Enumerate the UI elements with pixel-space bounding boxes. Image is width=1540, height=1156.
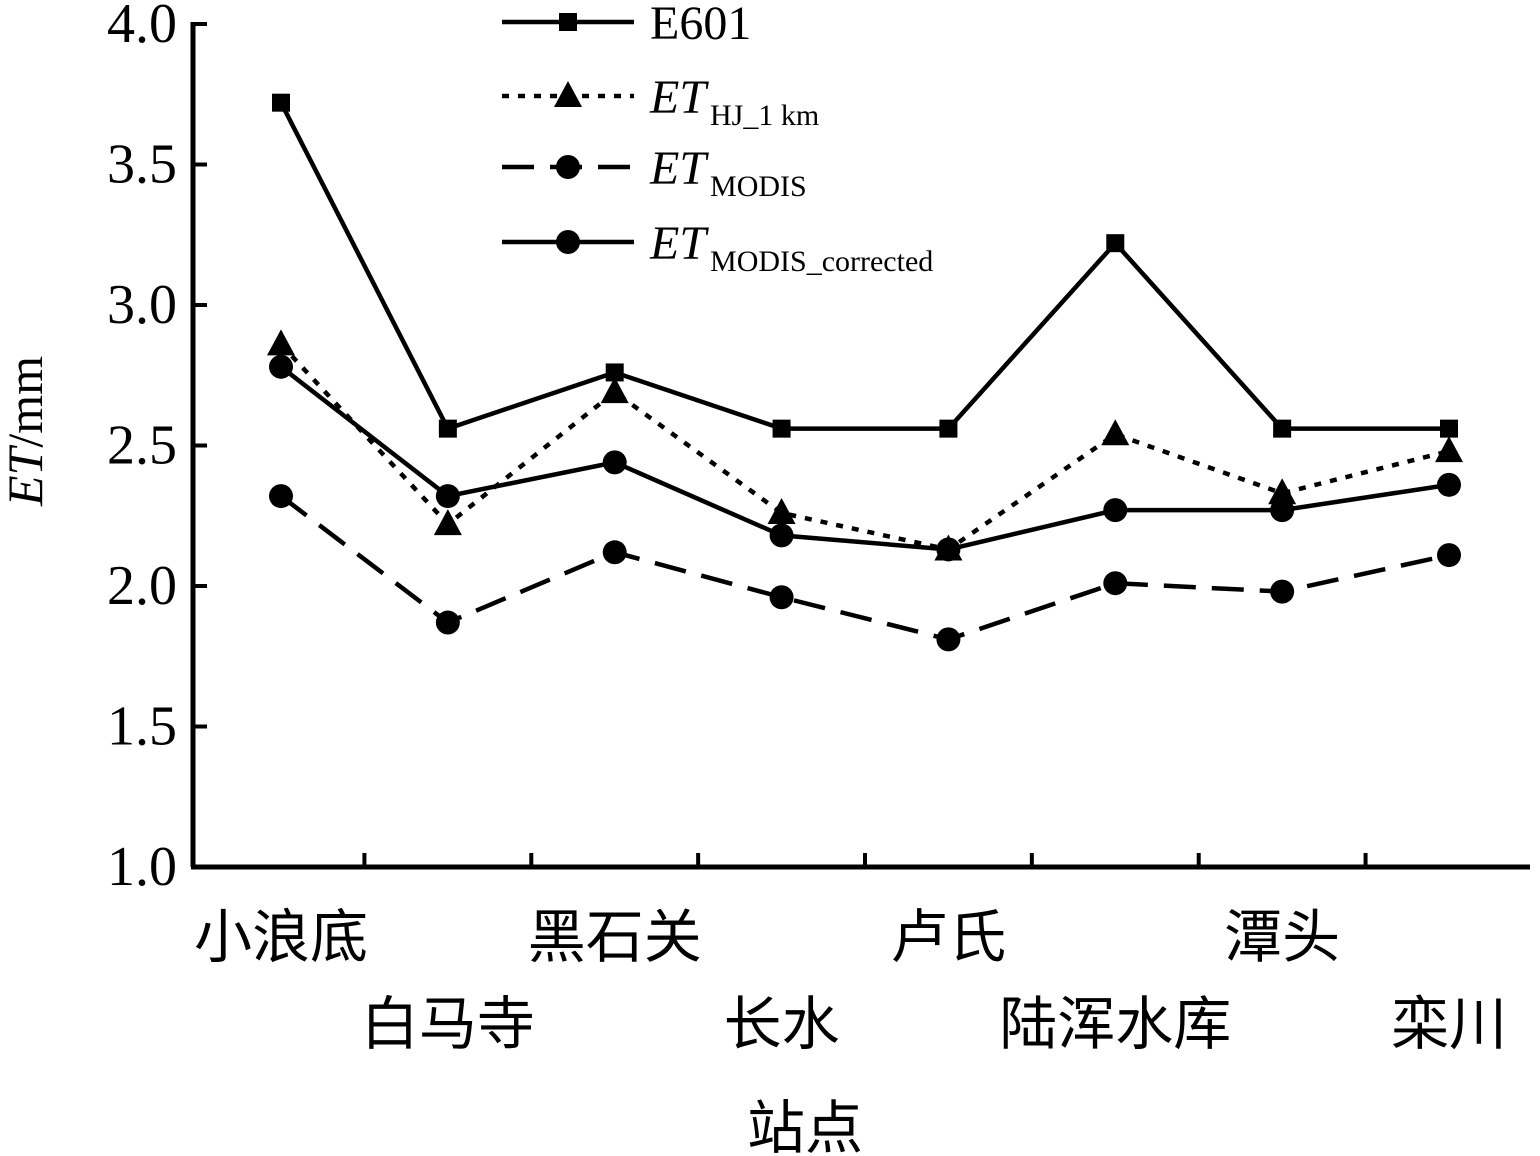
data-point-circle — [1103, 571, 1128, 596]
data-point-square — [1440, 419, 1458, 438]
x-tick-label: 栾川 — [1391, 990, 1507, 1058]
series-layer — [267, 93, 1463, 652]
x-tick-label: 白马寺 — [361, 990, 535, 1058]
data-point-circle — [435, 610, 460, 635]
legend-marker-triangle — [554, 81, 582, 107]
x-tick-label: 陆浑水库 — [999, 990, 1231, 1058]
data-point-circle — [936, 537, 961, 562]
data-point-triangle — [1268, 478, 1297, 505]
series-line — [279, 342, 1450, 552]
x-tick-label: 卢氏 — [890, 903, 1006, 971]
data-point-circle — [769, 585, 794, 610]
legend-label: ET MODIS — [649, 142, 807, 203]
data-point-triangle — [600, 377, 629, 404]
data-point-circle — [1270, 579, 1295, 604]
x-tick-label: 潭头 — [1224, 903, 1340, 971]
data-point-square — [605, 363, 624, 382]
legend-marker-circle — [556, 155, 580, 179]
series-line — [279, 494, 1450, 642]
data-point-triangle — [267, 329, 295, 356]
series-1 — [267, 329, 1463, 561]
legend-label: E601 — [650, 0, 751, 50]
data-point-triangle — [1435, 436, 1463, 463]
axes — [190, 22, 1530, 870]
data-point-circle — [1437, 543, 1461, 568]
data-point-circle — [1270, 498, 1295, 523]
data-point-square — [272, 93, 290, 112]
data-point-circle — [269, 354, 293, 379]
data-point-triangle — [1101, 419, 1130, 446]
x-tick-label: 长水 — [724, 990, 840, 1058]
legend-label: ET MODIS_corrected — [649, 217, 933, 278]
legend: E601 ET HJ_1 km ET MODIS ET MODIS_corrected — [502, 0, 933, 278]
y-tick-label: 2.5 — [107, 415, 177, 477]
y-tick-label: 3.5 — [107, 134, 177, 196]
data-point-circle — [602, 540, 627, 565]
data-point-circle — [1437, 472, 1461, 497]
legend-label: ET HJ_1 km — [649, 71, 819, 132]
legend-marker-square — [559, 13, 577, 31]
legend-entry: ET MODIS_corrected — [502, 217, 933, 278]
data-point-circle — [936, 627, 961, 652]
y-tick-label: 3.0 — [107, 274, 177, 336]
legend-entry: ET HJ_1 km — [502, 71, 819, 132]
y-axis-ticks: 1.0 1.5 2.0 2.5 3.0 3.5 4.0 — [107, 0, 207, 898]
y-tick-label: 4.0 — [107, 0, 177, 55]
data-point-square — [1273, 419, 1292, 438]
series-0 — [272, 93, 1458, 438]
data-point-circle — [435, 484, 460, 509]
x-tick-label: 黑石关 — [528, 903, 702, 971]
data-point-square — [772, 419, 791, 438]
series-line — [278, 101, 1449, 432]
series-line — [279, 365, 1450, 552]
series-2 — [269, 484, 1461, 652]
x-axis-label: 站点 — [747, 1094, 863, 1156]
y-tick-label: 1.0 — [107, 836, 177, 898]
data-point-circle — [769, 523, 794, 548]
series-3 — [269, 354, 1461, 562]
legend-entry: ET MODIS — [502, 142, 807, 203]
data-point-square — [438, 419, 457, 438]
y-tick-label: 1.5 — [107, 696, 177, 758]
data-point-square — [1106, 234, 1125, 253]
y-axis-label: ET/mm — [0, 356, 53, 507]
data-point-square — [939, 419, 958, 438]
data-point-circle — [602, 450, 627, 475]
legend-marker-circle — [556, 230, 580, 254]
data-point-triangle — [433, 509, 462, 536]
y-tick-label: 2.0 — [107, 555, 177, 617]
data-point-circle — [269, 484, 293, 509]
x-tick-label: 小浪底 — [194, 903, 368, 971]
data-point-circle — [1103, 498, 1128, 523]
legend-entry: E601 — [502, 0, 751, 50]
data-point-triangle — [767, 497, 796, 524]
